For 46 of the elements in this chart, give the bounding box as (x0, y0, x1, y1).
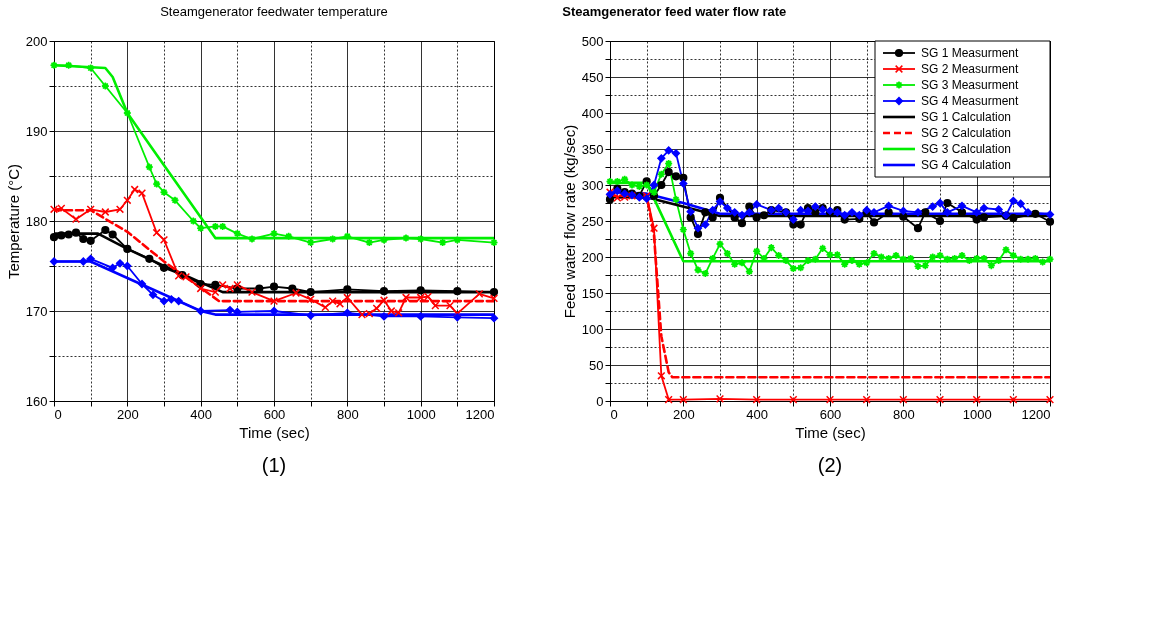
y-tick-label: 160 (25, 393, 48, 409)
y-tick-label: 100 (581, 321, 604, 337)
y-tick-label: 0 (596, 393, 604, 409)
legend-label: SG 1 Calculation (921, 110, 1012, 124)
x-tick-label: 600 (819, 406, 842, 422)
x-axis-title: Time (sec) (239, 423, 310, 441)
legend-label: SG 3 Calculation (921, 142, 1012, 156)
legend-label: SG 3 Measurment (921, 78, 1020, 92)
x-tick-label: 0 (610, 406, 618, 422)
y-tick-label: 500 (581, 33, 604, 49)
y-tick-label: 170 (25, 303, 48, 319)
x-tick-label: 800 (336, 406, 359, 422)
x-tick-label: 200 (672, 406, 695, 422)
x-tick-label: 400 (190, 406, 213, 422)
y-tick-label: 200 (581, 249, 604, 265)
y-tick-label: 300 (581, 177, 604, 193)
x-tick-label: 1000 (962, 406, 992, 422)
x-tick-label: 1000 (406, 406, 436, 422)
chart-title: Steamgenerator feed water flow rate (562, 4, 787, 19)
x-tick-label: 600 (263, 406, 286, 422)
x-axis-title: Time (sec) (795, 423, 866, 441)
x-tick-label: 1200 (465, 406, 495, 422)
y-tick-label: 250 (581, 213, 604, 229)
x-tick-label: 200 (116, 406, 139, 422)
x-tick-label: 1200 (1021, 406, 1051, 422)
chart-title: Steamgenerator feedwater temperature (160, 4, 388, 19)
text: (2) (817, 454, 843, 476)
y-tick-label: 190 (25, 123, 48, 139)
x-tick-label: 400 (746, 406, 769, 422)
y-tick-label: 50 (589, 357, 604, 373)
y-tick-label: 200 (25, 33, 48, 49)
x-tick-label: 0 (54, 406, 62, 422)
y-tick-label: 150 (581, 285, 604, 301)
legend-label: SG 4 Calculation (921, 158, 1012, 172)
y-tick-label: 400 (581, 105, 604, 121)
legend-label: SG 2 Calculation (921, 126, 1012, 140)
y-tick-label: 180 (25, 213, 48, 229)
text: (1) (261, 454, 287, 476)
y-tick-label: 350 (581, 141, 604, 157)
legend-label: SG 4 Measurment (921, 94, 1020, 108)
y-axis-title: Temperature (°C) (4, 163, 22, 280)
x-tick-label: 800 (892, 406, 915, 422)
legend-label: SG 1 Measurment (921, 46, 1020, 60)
legend-label: SG 2 Measurment (921, 62, 1020, 76)
y-axis-title: Feed water flow rate (kg/sec) (560, 124, 578, 319)
y-tick-label: 450 (581, 69, 604, 85)
